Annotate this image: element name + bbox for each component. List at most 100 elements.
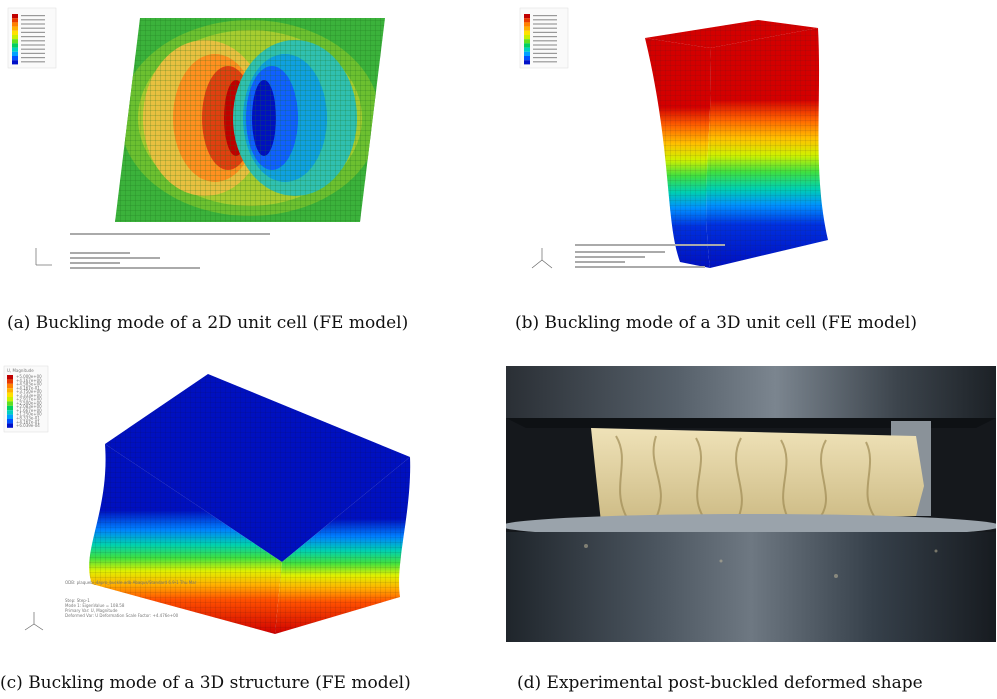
- legend-swatch: [12, 60, 18, 65]
- panel-a-figure: [7, 7, 385, 269]
- legend-value: +5.000e+00: [16, 374, 42, 379]
- lower-platen: [506, 532, 996, 642]
- legend-swatch: [524, 35, 530, 40]
- legend-c-title: U, Magnitude: [7, 368, 34, 373]
- panel-b-legend: [519, 7, 569, 69]
- legend-value-mark: [533, 52, 557, 54]
- legend-value-mark: [533, 44, 557, 46]
- legend-swatch: [7, 379, 13, 384]
- legend-swatch: [524, 47, 530, 52]
- legend-value-mark: [533, 36, 557, 38]
- legend-swatch: [12, 43, 18, 48]
- legend-value: +2.083e+00: [16, 404, 42, 409]
- panel-c-figure: U, Magnitude +5.000e+00+4.167e+00+4.583e…: [3, 365, 411, 634]
- legend-value-mark: [21, 48, 45, 50]
- legend-swatch: [7, 401, 13, 406]
- panel-a-contours: [115, 18, 385, 222]
- legend-swatch: [524, 22, 530, 27]
- footer-c-mode: Mode 1: EigenValue = 108.58: [65, 603, 125, 608]
- legend-swatch: [524, 30, 530, 35]
- legend-swatch: [524, 39, 530, 44]
- footer-c-odb: ODB: plaquebi_4apro_buckle.odb Abaqus/St…: [65, 580, 197, 585]
- legend-value-mark: [533, 61, 557, 63]
- foam-specimen: [591, 428, 924, 522]
- legend-swatch: [524, 43, 530, 48]
- legend-swatch: [12, 26, 18, 31]
- legend-swatch: [12, 18, 18, 23]
- legend-swatch: [7, 419, 13, 424]
- legend-value: +2.500e+00: [16, 400, 42, 405]
- legend-swatch: [12, 30, 18, 35]
- legend-value: +1.667e+00: [16, 408, 42, 413]
- legend-swatch: [7, 414, 13, 419]
- legend-a-swatches: [12, 14, 45, 65]
- legend-value-mark: [533, 27, 557, 29]
- legend-swatch: [12, 14, 18, 19]
- legend-swatch: [12, 47, 18, 52]
- legend-swatch: [12, 22, 18, 27]
- legend-swatch: [7, 397, 13, 402]
- footer-c-step: Step: Step-1: [65, 598, 90, 603]
- caption-c: (c) Buckling mode of a 3D structure (FE …: [0, 673, 411, 693]
- legend-value: +1.250e+00: [16, 412, 42, 417]
- legend-swatch: [524, 51, 530, 56]
- panel-b: [500, 0, 997, 290]
- legend-swatch: [524, 26, 530, 31]
- legend-value-mark: [21, 61, 45, 63]
- legend-value-mark: [21, 31, 45, 33]
- legend-value: +6.039e-04: [16, 423, 40, 428]
- caption-b: (b) Buckling mode of a 3D unit cell (FE …: [515, 313, 917, 333]
- legend-swatch: [7, 410, 13, 415]
- panel-c-footer: ODB: plaquebi_4apro_buckle.odb Abaqus/St…: [65, 580, 197, 618]
- legend-swatch: [7, 383, 13, 389]
- panel-a-footer: [70, 233, 270, 269]
- legend-value: +4.167e+00: [16, 378, 42, 383]
- footer-c-primary: Primary Var: U, Magnitude: [65, 608, 118, 613]
- legend-value-mark: [533, 23, 557, 25]
- legend-swatch: [12, 35, 18, 40]
- legend-value: +8.333e-01: [16, 415, 40, 420]
- legend-value-mark: [533, 57, 557, 59]
- legend-value-mark: [21, 36, 45, 38]
- panel-a: [0, 0, 490, 290]
- caption-d: (d) Experimental post-buckled deformed s…: [517, 673, 923, 693]
- legend-value-mark: [533, 19, 557, 21]
- legend-value-mark: [533, 48, 557, 50]
- axes-triad-b: [531, 248, 553, 269]
- legend-value-mark: [533, 15, 557, 17]
- legend-swatch: [12, 39, 18, 44]
- legend-value: +4.583e+00: [16, 382, 42, 387]
- legend-value: +4.167e-01: [16, 419, 40, 424]
- legend-value-mark: [21, 52, 45, 54]
- panel-c-legend: U, Magnitude +5.000e+00+4.167e+00+4.583e…: [3, 365, 49, 433]
- upper-platen: [506, 366, 996, 418]
- legend-swatch: [7, 405, 13, 411]
- legend-swatch: [524, 56, 530, 61]
- legend-value-mark: [21, 23, 45, 25]
- legend-swatch: [7, 375, 13, 380]
- legend-value-mark: [21, 19, 45, 21]
- footer-c-deformed: Deformed Var: U Deformation Scale Factor…: [65, 613, 179, 618]
- legend-value-mark: [21, 15, 45, 17]
- legend-value-mark: [533, 40, 557, 42]
- panel-a-legend: [7, 7, 57, 69]
- panel-b-footer: [575, 244, 725, 268]
- axes-triad-c: [24, 612, 44, 631]
- panel-b-figure: [519, 7, 828, 269]
- legend-value-mark: [21, 57, 45, 59]
- lower-platen-top: [506, 514, 996, 538]
- legend-swatch: [7, 388, 13, 393]
- legend-swatch: [12, 56, 18, 61]
- panel-d-photo: [506, 366, 996, 642]
- legend-value-mark: [21, 40, 45, 42]
- legend-value: +2.917e+00: [16, 397, 42, 402]
- legend-value: +3.750e+00: [16, 389, 42, 394]
- legend-swatch: [12, 51, 18, 56]
- legend-swatch: [524, 60, 530, 65]
- panel-d: [506, 366, 996, 642]
- legend-swatch: [7, 392, 13, 397]
- legend-swatch: [524, 18, 530, 23]
- panel-c: U, Magnitude +5.000e+00 +4.167e+00 +4.583e…: [0, 362, 490, 652]
- legend-value-mark: [533, 31, 557, 33]
- legend-swatch: [524, 14, 530, 19]
